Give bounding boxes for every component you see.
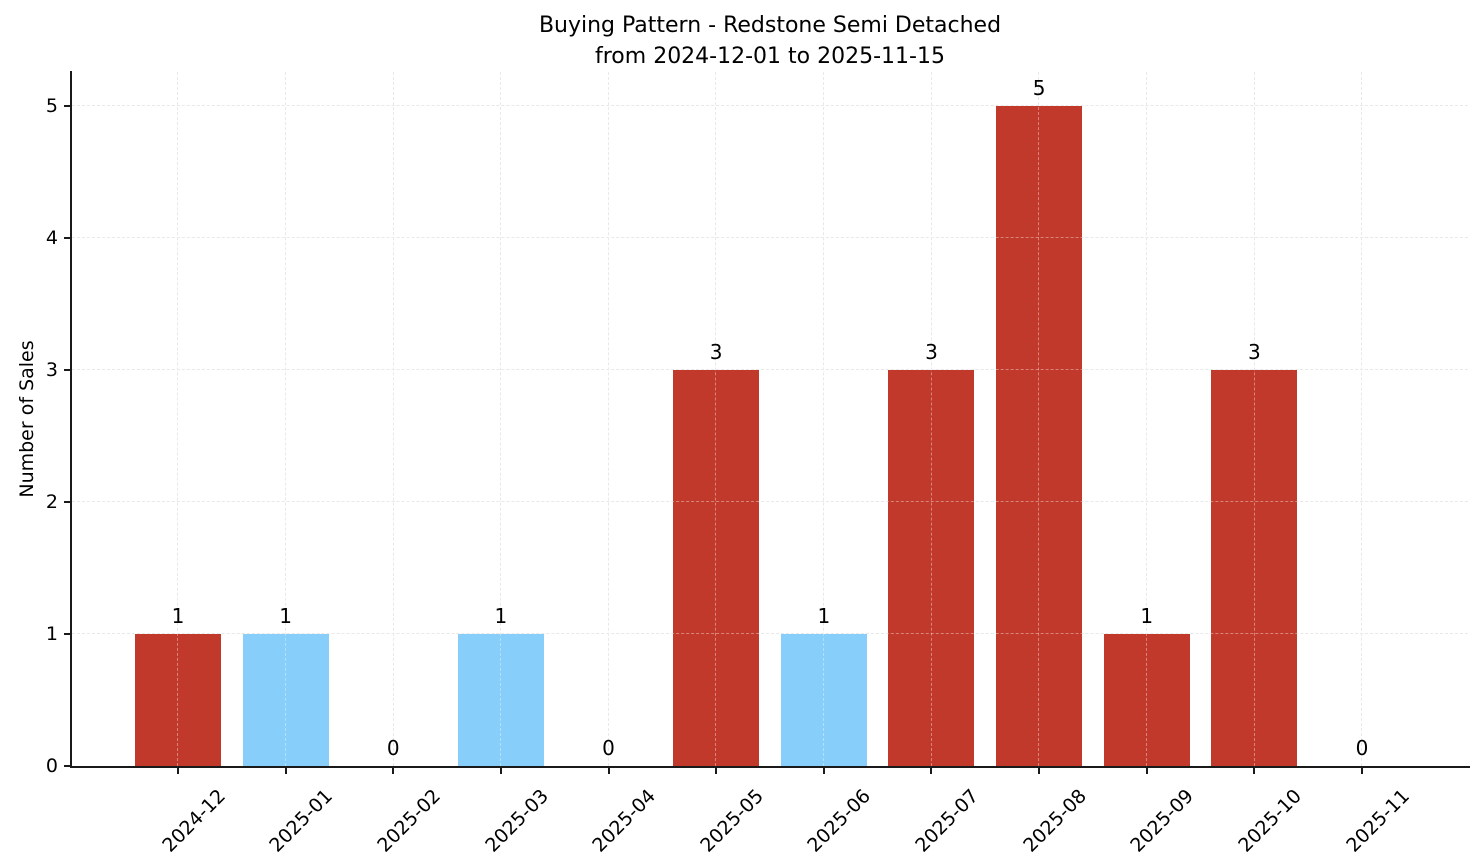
x-tick-mark bbox=[930, 766, 933, 774]
h-gridline-overlay bbox=[72, 105, 1468, 106]
y-tick-label: 0 bbox=[45, 755, 58, 777]
x-tick-label-text: 2025-05 bbox=[696, 785, 768, 857]
x-tick-mark bbox=[1145, 766, 1148, 774]
bar-value-label: 1 bbox=[494, 604, 508, 628]
y-tick-mark bbox=[64, 237, 72, 239]
plot-area: 1 2024-12 1 2025-01 0 2025-02 1 2025-03 0 2025-04… bbox=[72, 72, 1468, 857]
h-gridline-overlay bbox=[72, 501, 1468, 502]
v-gridline bbox=[1146, 72, 1148, 766]
x-tick-label-text: 2024-12 bbox=[157, 785, 230, 857]
v-gridline bbox=[284, 72, 286, 766]
h-gridline bbox=[72, 237, 1468, 238]
v-gridline bbox=[500, 72, 502, 766]
v-gridline-overlay bbox=[607, 72, 609, 766]
v-gridline-overlay bbox=[1253, 72, 1255, 766]
v-gridline bbox=[607, 72, 609, 766]
bar-value-label: 1 bbox=[817, 604, 831, 628]
bar-value-label: 3 bbox=[709, 340, 723, 364]
v-gridline-overlay bbox=[1146, 72, 1148, 766]
v-gridline-overlay bbox=[823, 72, 825, 766]
h-gridline bbox=[72, 105, 1468, 106]
y-axis-spine bbox=[70, 71, 72, 768]
y-tick-label: 3 bbox=[45, 359, 58, 381]
x-tick-mark bbox=[1361, 766, 1363, 774]
h-gridline-overlay bbox=[72, 369, 1468, 370]
v-gridline-overlay bbox=[1361, 72, 1363, 766]
v-gridline bbox=[392, 72, 394, 766]
bar-value-label: 1 bbox=[279, 604, 292, 628]
x-tick-mark bbox=[822, 766, 825, 774]
h-gridline bbox=[72, 633, 1468, 634]
x-tick-label-text: 2025-02 bbox=[373, 785, 445, 857]
y-tick-label: 1 bbox=[45, 623, 58, 645]
v-gridline bbox=[1361, 72, 1363, 766]
bar-2025-06 bbox=[780, 634, 867, 766]
y-tick-label: 4 bbox=[45, 227, 58, 249]
x-tick-label-text: 2025-01 bbox=[265, 785, 338, 857]
v-gridline-overlay bbox=[930, 72, 932, 766]
bar-2025-10 bbox=[1211, 370, 1298, 766]
h-gridline bbox=[72, 369, 1468, 370]
bar-2025-08 bbox=[996, 106, 1083, 766]
bar-value-label: 5 bbox=[1032, 76, 1046, 100]
bar-2025-01 bbox=[242, 634, 329, 766]
h-gridline-overlay bbox=[72, 237, 1468, 238]
x-tick-mark bbox=[607, 766, 610, 774]
grid-overlay-layer bbox=[72, 72, 1468, 766]
y-tick-mark bbox=[64, 501, 72, 503]
x-tick-mark bbox=[177, 766, 179, 774]
x-tick-mark bbox=[1038, 766, 1041, 774]
v-gridline-overlay bbox=[500, 72, 502, 766]
bar-value-label: 3 bbox=[1247, 340, 1261, 364]
y-tick-label: 5 bbox=[45, 95, 58, 117]
bar-value-label: 0 bbox=[1355, 736, 1369, 760]
bar-value-label: 1 bbox=[1140, 604, 1154, 628]
x-tick-mark bbox=[1253, 766, 1256, 774]
x-tick-mark bbox=[499, 766, 502, 774]
x-tick-label-text: 2025-08 bbox=[1018, 785, 1091, 857]
v-gridline bbox=[177, 72, 179, 766]
v-gridline-overlay bbox=[392, 72, 394, 766]
v-gridline-overlay bbox=[284, 72, 286, 766]
bar-value-label: 0 bbox=[386, 736, 400, 760]
chart-title: Buying Pattern - Redstone Semi Detached bbox=[538, 13, 1002, 38]
bar-2025-07 bbox=[888, 370, 975, 766]
bar-2025-05 bbox=[673, 370, 760, 766]
x-tick-label-text: 2025-10 bbox=[1234, 785, 1306, 857]
bar-2024-12 bbox=[135, 634, 221, 766]
bar-value-label: 0 bbox=[602, 736, 615, 760]
v-gridline bbox=[823, 72, 825, 766]
x-tick-label-text: 2025-07 bbox=[911, 785, 984, 857]
axis-layer: 1 2024-12 1 2025-01 0 2025-02 1 2025-03 0 2025-04… bbox=[72, 72, 1468, 857]
x-tick-mark bbox=[715, 766, 718, 774]
x-tick-label-text: 2025-06 bbox=[803, 785, 876, 857]
x-tick-label-text: 2025-11 bbox=[1341, 785, 1414, 857]
bar-2025-03 bbox=[457, 634, 544, 766]
x-tick-mark bbox=[392, 766, 395, 774]
y-tick-mark bbox=[64, 105, 72, 107]
y-tick-mark bbox=[64, 765, 72, 767]
y-tick-mark bbox=[64, 369, 72, 371]
v-gridline-overlay bbox=[1038, 72, 1040, 766]
h-gridline-overlay bbox=[72, 633, 1468, 634]
h-gridline bbox=[72, 501, 1468, 502]
y-tick-mark bbox=[64, 633, 72, 635]
x-tick-mark bbox=[284, 766, 287, 774]
chart-subtitle: from 2024-12-01 to 2025-11-15 bbox=[595, 44, 945, 69]
bar-value-label: 3 bbox=[925, 340, 938, 364]
bar-2025-09 bbox=[1103, 634, 1190, 766]
x-axis-spine bbox=[70, 766, 1470, 768]
bars-layer bbox=[72, 72, 1468, 766]
x-tick-label-text: 2025-04 bbox=[588, 785, 661, 857]
v-gridline-overlay bbox=[177, 72, 179, 766]
y-tick-label: 2 bbox=[45, 491, 58, 513]
v-gridline-overlay bbox=[715, 72, 717, 766]
bar-value-label: 1 bbox=[171, 604, 185, 628]
x-tick-label-text: 2025-09 bbox=[1126, 785, 1199, 857]
x-tick-label-text: 2025-03 bbox=[480, 785, 553, 857]
